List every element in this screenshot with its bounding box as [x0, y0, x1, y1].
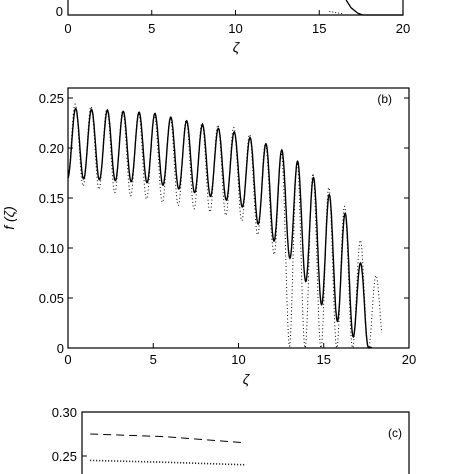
panel-a-xtick-label: 10: [228, 21, 242, 36]
panel-a: 0 0 5 10 15 20 ζ: [56, 0, 410, 55]
panel-b-xtick-label: 20: [402, 352, 416, 367]
panel-b-ytick-label: 0.25: [39, 91, 64, 106]
panel-b-dotted-series: [67, 103, 383, 350]
panel-c-dotted-series: [90, 459, 246, 466]
panel-b-xtick-label: 15: [317, 352, 331, 367]
panel-a-xtick-label: 15: [312, 21, 326, 36]
panel-a-xlabel: ζ: [233, 39, 241, 55]
panel-b-xtick-label: 10: [231, 352, 245, 367]
panel-a-xtick-label: 0: [64, 21, 71, 36]
panel-c-ytick-025: 0.25: [52, 449, 77, 464]
panel-c-label: (c): [388, 426, 402, 440]
panel-b-ytick-label: 0: [57, 341, 64, 356]
panel-b-solid-series: [67, 107, 373, 349]
panel-c: (c) 0.30 0.25: [52, 405, 410, 474]
panel-b: (b) 0 5 10 15 20 0 0.05 0.10 0.15 0.20 0.25 ζ f (…: [1, 87, 416, 387]
panel-a-dotted-series: [329, 10, 343, 15]
panel-c-dashed-series: [90, 433, 246, 444]
panel-a-ytick-0: 0: [56, 4, 63, 19]
panel-b-label: (b): [377, 92, 392, 106]
panel-b-xtick-label: 0: [64, 352, 71, 367]
panel-c-frame: [81, 411, 410, 474]
panel-b-ytick-label: 0.05: [39, 291, 64, 306]
panel-a-xtick-label: 20: [396, 21, 410, 36]
panel-b-xlabel: ζ: [243, 371, 251, 387]
panel-a-xtick-label: 5: [148, 21, 155, 36]
panel-b-xtick-label: 5: [150, 352, 157, 367]
panel-c-ytick-030: 0.30: [52, 405, 77, 420]
panel-b-ytick-label: 0.15: [39, 191, 64, 206]
panel-b-ytick-label: 0.10: [39, 241, 64, 256]
panel-b-ylabel: f (ζ): [1, 206, 17, 230]
panel-b-frame: [67, 87, 410, 349]
panel-a-solid-series: [345, 0, 403, 16]
panel-b-ytick-label: 0.20: [39, 141, 64, 156]
